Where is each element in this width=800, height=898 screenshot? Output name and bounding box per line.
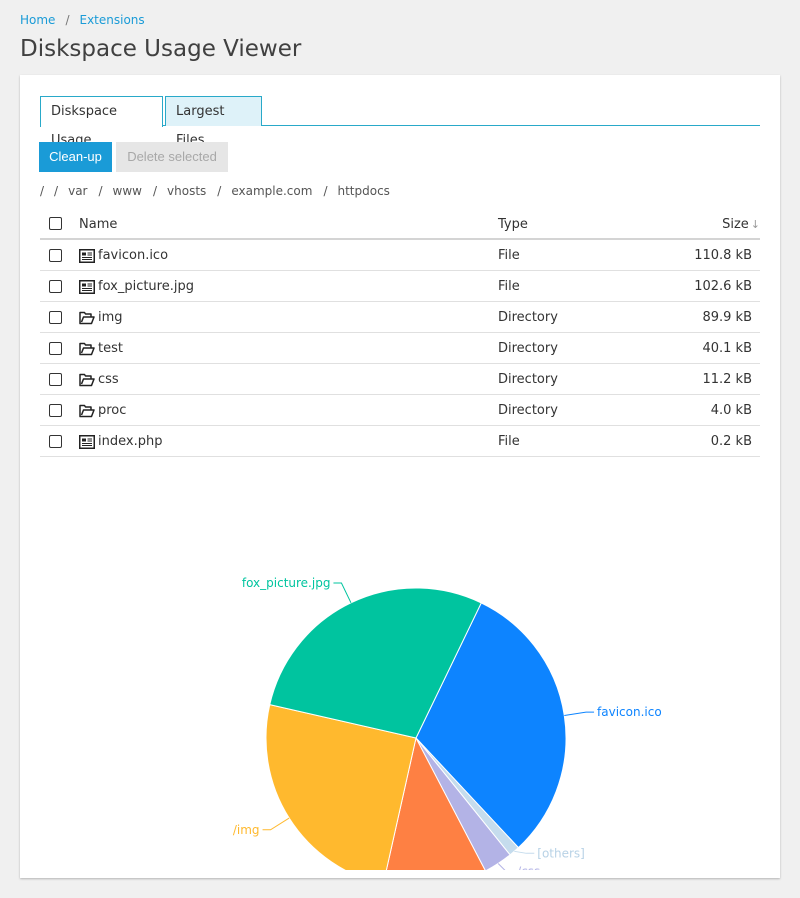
folder-icon: [79, 342, 95, 356]
row-checkbox[interactable]: [49, 249, 62, 262]
path-breadcrumb: / / var / www / vhosts / example.com / httpdocs: [40, 184, 401, 198]
pie-label-connector: [514, 850, 535, 854]
row-name-cell: img: [79, 310, 123, 325]
path-segment[interactable]: www: [112, 184, 142, 198]
row-checkbox[interactable]: [49, 435, 62, 448]
pie-label-connector: [333, 582, 352, 604]
row-name-cell: index.php: [79, 434, 162, 449]
row-size-cell: 40.1 kB: [702, 341, 752, 356]
pie-slice[interactable]: [415, 602, 567, 849]
row-size-cell: 4.0 kB: [710, 403, 752, 418]
pie-slice-label: /css: [517, 864, 540, 870]
path-separator: /: [40, 184, 45, 198]
pie-slice[interactable]: [415, 737, 511, 870]
pie-slice-label: favicon.ico: [597, 705, 662, 719]
row-type-cell: Directory: [498, 372, 558, 387]
pie-slice[interactable]: [269, 587, 482, 739]
type-column-header[interactable]: Type: [498, 217, 528, 232]
row-type-cell: Directory: [498, 403, 558, 418]
breadcrumb-separator: /: [65, 13, 70, 27]
pie-slice-label: [others]: [537, 846, 585, 860]
pie-chart-svg: favicon.ico[others]/css/test/imgfox_pict…: [233, 576, 662, 870]
row-name-cell: fox_picture.jpg: [79, 279, 194, 294]
row-type-cell: Directory: [498, 310, 558, 325]
table-row[interactable]: img Directory 89.9 kB: [40, 302, 760, 333]
table-row[interactable]: test Directory 40.1 kB: [40, 333, 760, 364]
breadcrumb: Home / Extensions: [20, 13, 145, 27]
tab-largest-files[interactable]: Largest Files: [165, 96, 262, 148]
breadcrumb-home-link[interactable]: Home: [20, 13, 56, 27]
pie-label-connector: [497, 863, 506, 870]
pie-slice[interactable]: [265, 704, 417, 870]
folder-icon: [79, 373, 95, 387]
size-column-header[interactable]: Size ↓: [722, 217, 760, 232]
tab-diskspace-usage[interactable]: Diskspace Usage: [40, 96, 163, 148]
tab-bar: Diskspace Usage Largest Files: [40, 96, 760, 148]
file-icon: [79, 434, 95, 449]
select-all-checkbox[interactable]: [49, 217, 62, 230]
row-name-link[interactable]: favicon.ico: [98, 248, 169, 263]
row-name-link[interactable]: proc: [98, 403, 127, 418]
breadcrumb-extensions-link[interactable]: Extensions: [79, 13, 145, 27]
table-header: Name Type Size ↓: [40, 208, 760, 240]
file-table: Name Type Size ↓ favicon.ico File 110.8 kB f…: [40, 208, 760, 457]
page-title: Diskspace Usage Viewer: [20, 36, 302, 62]
row-size-cell: 0.2 kB: [710, 434, 752, 449]
path-segment[interactable]: var: [68, 184, 88, 198]
path-segment[interactable]: vhosts: [167, 184, 207, 198]
row-checkbox[interactable]: [49, 342, 62, 355]
row-name-link[interactable]: css: [98, 372, 119, 387]
path-separator: /: [54, 184, 59, 198]
row-checkbox[interactable]: [49, 404, 62, 417]
table-row[interactable]: favicon.ico File 110.8 kB: [40, 240, 760, 271]
row-name-link[interactable]: index.php: [98, 434, 163, 449]
disk-usage-pie-chart: favicon.ico[others]/css/test/imgfox_pict…: [20, 490, 780, 870]
pie-slice-label: /img: [233, 823, 260, 837]
row-type-cell: File: [498, 279, 520, 294]
row-size-cell: 89.9 kB: [702, 310, 752, 325]
file-icon: [79, 248, 95, 263]
row-name-link[interactable]: img: [98, 310, 123, 325]
row-name-link[interactable]: test: [98, 341, 123, 356]
row-name-cell: favicon.ico: [79, 248, 168, 263]
path-separator: /: [98, 184, 103, 198]
row-size-cell: 11.2 kB: [702, 372, 752, 387]
name-column-header[interactable]: Name: [79, 217, 118, 232]
folder-icon: [79, 311, 95, 325]
pie-label-connector: [262, 817, 290, 831]
path-separator: /: [217, 184, 222, 198]
row-name-cell: proc: [79, 403, 126, 418]
path-separator: /: [152, 184, 158, 198]
row-size-cell: 110.8 kB: [694, 248, 752, 263]
file-icon: [79, 279, 95, 294]
row-type-cell: File: [498, 434, 520, 449]
table-row[interactable]: proc Directory 4.0 kB: [40, 395, 760, 426]
delete-selected-button: Delete selected: [116, 142, 228, 172]
row-checkbox[interactable]: [49, 373, 62, 386]
cleanup-button[interactable]: Clean-up: [39, 142, 112, 172]
row-name-cell: css: [79, 372, 119, 387]
row-name-cell: test: [79, 341, 123, 356]
main-panel: Diskspace Usage Largest Files Clean-up D…: [20, 75, 780, 878]
pie-label-connector: [564, 711, 595, 716]
sort-down-icon: ↓: [750, 218, 760, 231]
row-checkbox[interactable]: [49, 311, 62, 324]
table-row[interactable]: css Directory 11.2 kB: [40, 364, 760, 395]
pie-slice-label: fox_picture.jpg: [242, 576, 331, 590]
row-type-cell: File: [498, 248, 520, 263]
row-checkbox[interactable]: [49, 280, 62, 293]
size-header-label: Size: [722, 217, 749, 232]
path-segment[interactable]: example.com: [231, 184, 313, 198]
row-size-cell: 102.6 kB: [694, 279, 752, 294]
pie-slice[interactable]: [383, 736, 486, 870]
path-separator: /: [323, 184, 328, 198]
row-name-link[interactable]: fox_picture.jpg: [98, 279, 194, 294]
row-type-cell: Directory: [498, 341, 558, 356]
folder-icon: [79, 404, 95, 418]
path-segment[interactable]: httpdocs: [337, 184, 390, 198]
table-row[interactable]: fox_picture.jpg File 102.6 kB: [40, 271, 760, 302]
table-row[interactable]: index.php File 0.2 kB: [40, 426, 760, 457]
